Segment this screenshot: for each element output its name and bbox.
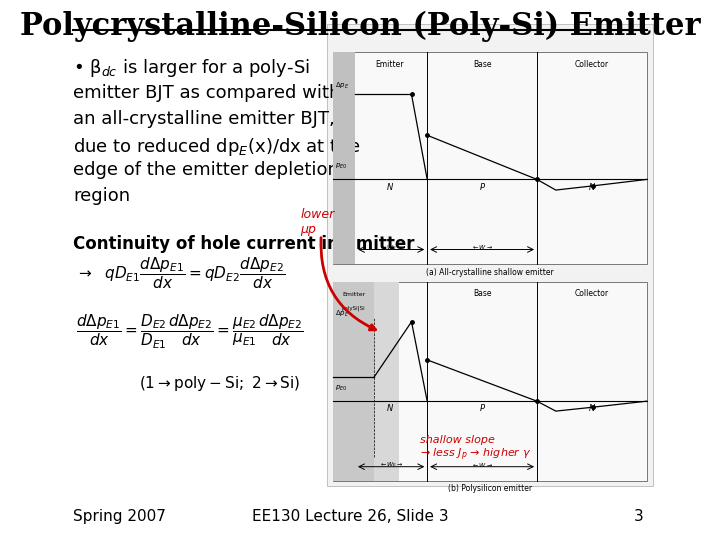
Text: due to reduced dp$_E$(x)/dx at the: due to reduced dp$_E$(x)/dx at the xyxy=(73,136,361,158)
Text: N: N xyxy=(387,404,392,413)
Text: Emitter: Emitter xyxy=(342,292,365,297)
Bar xyxy=(333,282,647,481)
Text: $\leftarrow W \rightarrow$: $\leftarrow W \rightarrow$ xyxy=(471,461,493,469)
Text: $\leftarrow W \rightarrow$: $\leftarrow W \rightarrow$ xyxy=(471,244,493,251)
Text: $\leftarrow W_E \rightarrow$: $\leftarrow W_E \rightarrow$ xyxy=(379,461,404,469)
Text: $\dfrac{d\Delta p_{E1}}{dx} = \dfrac{D_{E2}}{D_{E1}}\dfrac{d\Delta p_{E2}}{dx} =: $\dfrac{d\Delta p_{E1}}{dx} = \dfrac{D_{… xyxy=(76,313,304,352)
Bar xyxy=(333,52,355,265)
Text: emitter BJT as compared with: emitter BJT as compared with xyxy=(73,84,341,102)
Text: Collector: Collector xyxy=(575,289,609,298)
Text: N: N xyxy=(387,183,392,192)
Text: $p_{E0}$: $p_{E0}$ xyxy=(335,384,347,393)
Text: Base: Base xyxy=(473,60,491,69)
Text: Collector: Collector xyxy=(575,60,609,69)
Text: P: P xyxy=(480,404,485,413)
Text: lower
μp: lower μp xyxy=(300,208,335,236)
Text: region: region xyxy=(73,187,130,205)
Text: $\Delta p_E$: $\Delta p_E$ xyxy=(335,308,349,319)
Bar xyxy=(327,24,653,486)
Text: $\rightarrow$  $qD_{E1}\dfrac{d\Delta p_{E1}}{dx} = qD_{E2}\dfrac{d\Delta p_{E2}: $\rightarrow$ $qD_{E1}\dfrac{d\Delta p_{… xyxy=(76,255,286,291)
Text: 3: 3 xyxy=(634,509,644,524)
Text: Spring 2007: Spring 2007 xyxy=(73,509,166,524)
Text: Polycrystalline-Silicon (Poly-Si) Emitter: Polycrystalline-Silicon (Poly-Si) Emitte… xyxy=(19,11,701,42)
Bar xyxy=(333,52,647,265)
Text: $p_{E0}$: $p_{E0}$ xyxy=(335,162,347,171)
Text: EE130 Lecture 26, Slide 3: EE130 Lecture 26, Slide 3 xyxy=(253,509,449,524)
Text: $(1 \rightarrow \mathrm{poly-Si};\ 2 \rightarrow \mathrm{Si})$: $(1 \rightarrow \mathrm{poly-Si};\ 2 \ri… xyxy=(139,374,300,393)
Text: P: P xyxy=(480,183,485,192)
Text: $\leftarrow W_E \rightarrow$: $\leftarrow W_E \rightarrow$ xyxy=(379,244,404,252)
Text: an all-crystalline emitter BJT,: an all-crystalline emitter BJT, xyxy=(73,110,335,127)
Bar xyxy=(374,282,399,481)
Text: shallow slope
→ less $J_p$ → higher γ: shallow slope → less $J_p$ → higher γ xyxy=(420,435,531,463)
Text: polySi|Si: polySi|Si xyxy=(342,306,365,312)
Text: $\Delta p_E$: $\Delta p_E$ xyxy=(335,81,349,91)
Bar xyxy=(333,282,374,481)
Text: edge of the emitter depletion: edge of the emitter depletion xyxy=(73,161,339,179)
Text: Base: Base xyxy=(473,289,491,298)
Text: • β$_{dc}$ is larger for a poly-Si: • β$_{dc}$ is larger for a poly-Si xyxy=(73,57,310,79)
Text: N: N xyxy=(589,183,595,192)
Text: Emitter: Emitter xyxy=(375,60,404,69)
Text: (a) All-crystalline shallow emitter: (a) All-crystalline shallow emitter xyxy=(426,268,554,277)
FancyArrowPatch shape xyxy=(321,238,376,330)
Text: N: N xyxy=(589,404,595,413)
Text: Continuity of hole current in emitter: Continuity of hole current in emitter xyxy=(73,235,415,253)
Text: (b) Polysilicon emitter: (b) Polysilicon emitter xyxy=(448,483,532,492)
